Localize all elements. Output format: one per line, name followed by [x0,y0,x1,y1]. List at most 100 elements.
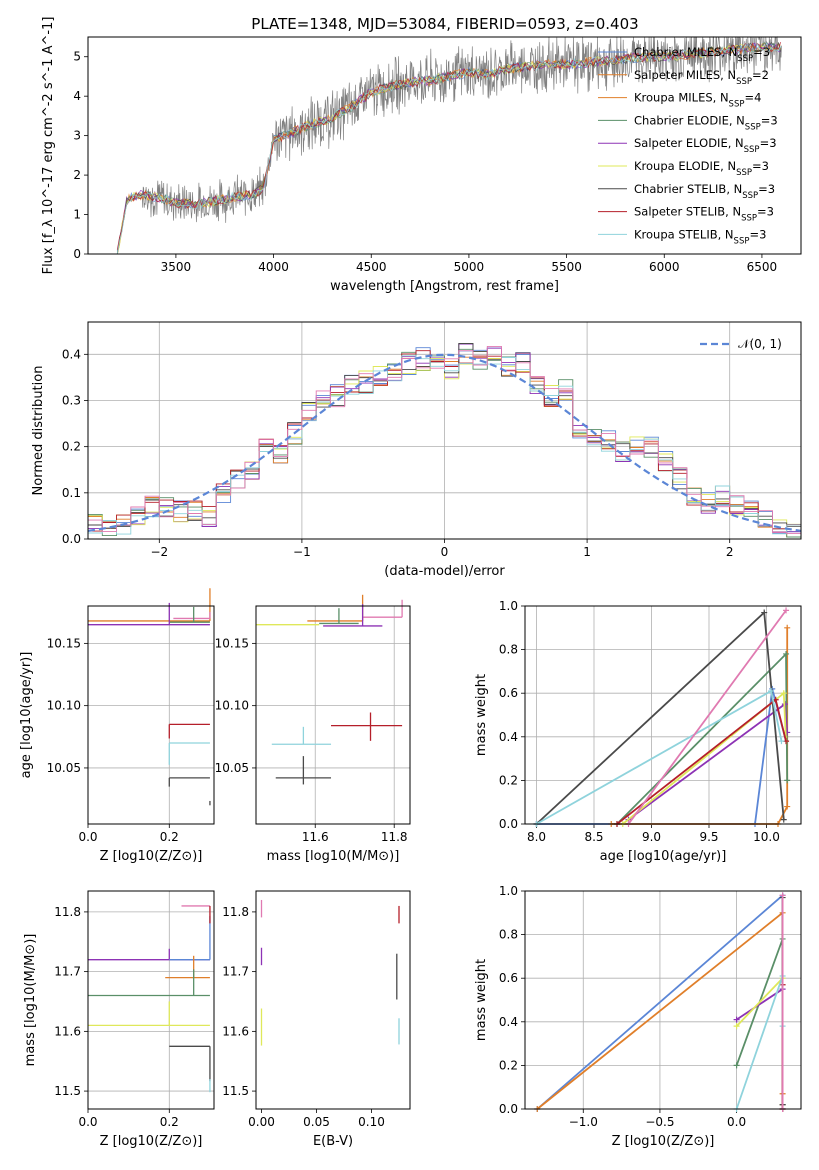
x-axis-label: (data-model)/error [384,564,505,579]
x-tick-label: 11.8 [381,830,408,844]
y-tick-label: 11.7 [54,965,81,979]
x-axis-label: Z [log10(Z/Z⊙)] [100,849,203,864]
mass-weight-marker [783,607,790,614]
y-tick-label: 1.0 [499,599,518,613]
y-tick-label: 10.15 [215,636,249,650]
legend-entry: Kroupa MILES, NSSP=4 [634,91,761,110]
y-tick-label: 0.2 [499,1058,518,1072]
x-axis-label: wavelength [Angstrom, rest frame] [330,279,559,294]
age-vs-mass-panel: 11.6 11.8 10.05 10.10 10.15 mass [log10(M/M⊙)… [215,594,411,864]
x-tick-label: 2 [726,545,734,559]
x-tick-label: −0.5 [645,1115,674,1129]
mass-weight-marker [780,816,787,823]
axes-frame [87,36,802,255]
y-axis-label: Normed distribution [31,366,46,496]
y-axis-label: age [log10(age/yr)] [19,652,34,779]
x-axis-label: age [log10(age/yr)] [600,849,727,864]
x-tick-label: 8.0 [527,830,546,844]
axes-frame [524,605,802,825]
y-tick-label: 0.6 [499,971,518,985]
age-vs-metallicity-panel: 0.0 0.2 10.05 10.10 10.15 Z [log10(Z/Z⊙)] age … [19,588,215,864]
y-tick-label: 0.3 [62,393,81,407]
y-axis-label: Flux [f_λ 10^-17 erg cm^-2 s^-1 A^-1] [41,17,56,275]
x-tick-label: 3500 [161,260,192,274]
y-tick-label: 10.05 [47,761,81,775]
y-tick-label: 3 [73,129,81,143]
x-tick-label: 0.2 [160,1115,179,1129]
axes-frame [524,890,802,1110]
x-tick-label: 4500 [356,260,387,274]
mass-weight-line [535,610,785,825]
y-tick-label: 0.8 [499,928,518,942]
y-tick-label: 2 [73,168,81,182]
y-tick-label: 11.6 [222,1024,249,1038]
y-tick-label: 0.4 [499,1015,518,1029]
spectrum-panel: 3500 4000 4500 5000 5500 6000 6500 0 1 2 3 4 5 wavele… [41,17,802,294]
mass-weight-line [616,651,789,825]
mass-weight-marker [783,650,790,657]
y-tick-label: 0.6 [499,686,518,700]
histogram-step-line [88,345,801,535]
weight-vs-metallicity-panel: −1.0 −0.5 0.0 0.0 0.2 0.4 0.6 0.8 1.0 Z [log10(Z/… [474,884,802,1149]
axes-frame [87,605,215,825]
x-tick-label: 6000 [649,260,680,274]
x-tick-label: 0 [441,545,449,559]
y-tick-label: 1 [73,208,81,222]
model-spectrum-line [116,41,782,255]
x-tick-label: −1.0 [569,1115,598,1129]
residual-histogram-panel: −2 −1 0 1 2 0.0 0.1 0.2 0.3 0.4 (data-model)/error… [31,321,802,579]
mass-weight-marker [733,1016,740,1023]
y-tick-label: 11.8 [222,905,249,919]
x-tick-label: 11.6 [302,830,329,844]
y-tick-label: 4 [73,89,81,103]
y-tick-label: 0.0 [62,532,81,546]
axes-frame [87,890,215,1110]
x-axis-label: Z [log10(Z/Z⊙)] [100,1134,203,1149]
mass-weight-marker [733,1062,740,1069]
y-tick-label: 0.2 [62,440,81,454]
x-tick-label: 6500 [747,260,778,274]
x-tick-label: 8.5 [584,830,603,844]
mass-weight-marker [778,738,785,745]
axes-frame [255,890,411,1110]
y-tick-label: 10.10 [215,699,249,713]
y-tick-label: 0.4 [62,347,81,361]
normal-curve-line [87,353,802,532]
y-tick-label: 10.15 [47,636,81,650]
axes-frame [255,605,411,825]
mass-vs-ebv-panel: 0.00 0.05 0.10 11.5 11.6 11.7 11.8 E(B-V) [222,890,411,1149]
x-tick-label: 0.0 [727,1115,746,1129]
legend-entry: Chabrier STELIB, NSSP=3 [634,182,775,201]
y-tick-label: 5 [73,50,81,64]
x-axis-label: mass [log10(M/M⊙)] [267,849,400,864]
y-tick-label: 1.0 [499,884,518,898]
x-tick-label: 4000 [258,260,289,274]
legend-entry: Chabrier ELODIE, NSSP=3 [634,113,778,132]
x-tick-label: 0.10 [358,1115,385,1129]
y-tick-label: 11.5 [222,1084,249,1098]
x-tick-label: 9.0 [642,830,661,844]
legend-entry: Kroupa ELODIE, NSSP=3 [634,159,769,178]
x-tick-label: 0.0 [78,1115,97,1129]
x-tick-label: 5500 [551,260,582,274]
y-tick-label: 0.2 [499,773,518,787]
axes-frame [87,321,802,540]
y-tick-label: 11.6 [54,1024,81,1038]
x-tick-label: 0.00 [248,1115,275,1129]
y-axis-label: mass [log10(M/M⊙)] [23,934,38,1067]
mass-weight-line [611,627,789,825]
x-tick-label: 0.2 [160,830,179,844]
mass-weight-marker [780,690,787,697]
mass-vs-metallicity-panel: 0.0 0.2 11.5 11.6 11.7 11.8 Z [log10(Z/Z⊙)] mas… [23,890,215,1149]
mass-weight-marker [784,803,791,810]
x-axis-label: Z [log10(Z/Z⊙)] [612,1134,715,1149]
mass-weight-marker [761,609,768,616]
x-tick-label: 0.05 [303,1115,330,1129]
legend-entry: 𝒩(0, 1) [738,337,782,351]
x-tick-label: 5000 [454,260,485,274]
legend-entry: Salpeter ELODIE, NSSP=3 [634,136,777,155]
x-tick-label: 9.5 [699,830,718,844]
mass-weight-line [735,975,784,1110]
y-axis-label: mass weight [474,959,489,1041]
